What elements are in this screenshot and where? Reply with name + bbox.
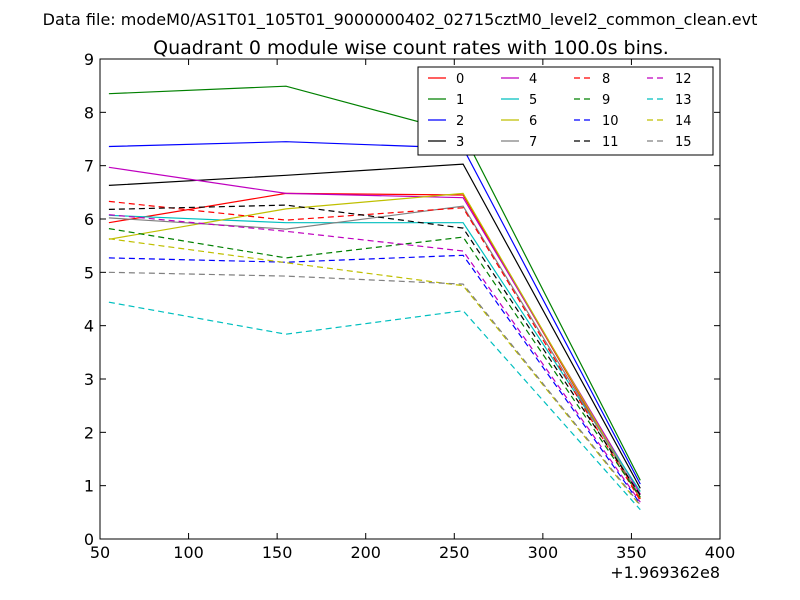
series-line-11	[108, 204, 641, 496]
legend-label-7: 7	[529, 135, 537, 150]
legend-label-11: 11	[602, 135, 619, 150]
legend-label-9: 9	[602, 93, 610, 108]
series-line-12	[108, 214, 641, 503]
x-tick-label: 300	[528, 543, 559, 562]
legend-label-1: 1	[456, 93, 464, 108]
y-tick-label: 5	[84, 263, 94, 282]
legend-label-2: 2	[456, 114, 464, 129]
y-tick-label: 9	[84, 50, 94, 69]
series-line-2	[108, 141, 641, 485]
legend-label-13: 13	[675, 93, 692, 108]
y-tick-label: 7	[84, 157, 94, 176]
x-tick-label: 350	[616, 543, 647, 562]
series-line-14	[108, 238, 641, 507]
legend-label-12: 12	[675, 72, 692, 87]
x-tick-label: 400	[705, 543, 736, 562]
series-line-9	[108, 228, 641, 498]
legend-label-14: 14	[675, 114, 692, 129]
x-tick-label: 150	[262, 543, 293, 562]
y-tick-label: 1	[84, 477, 94, 496]
legend-label-10: 10	[602, 114, 619, 129]
series-line-1	[108, 85, 641, 481]
legend-box	[417, 66, 714, 156]
series-line-3	[108, 163, 641, 489]
y-tick-label: 6	[84, 210, 94, 229]
x-tick-label: 200	[350, 543, 381, 562]
legend-label-0: 0	[456, 72, 464, 87]
series-line-6	[108, 192, 641, 499]
x-tick-label: 100	[173, 543, 204, 562]
y-tick-label: 4	[84, 317, 94, 336]
legend-label-6: 6	[529, 114, 537, 129]
series-line-7	[108, 205, 641, 498]
x-axis-offset-label: +1.969362e8	[610, 563, 720, 582]
y-tick-label: 0	[84, 530, 94, 549]
series-line-0	[108, 192, 641, 500]
legend-label-8: 8	[602, 72, 610, 87]
series-line-13	[108, 301, 641, 511]
series-line-4	[108, 166, 641, 495]
series-line-5	[108, 214, 641, 492]
legend-label-4: 4	[529, 72, 537, 87]
x-tick-label: 250	[439, 543, 470, 562]
y-tick-label: 3	[84, 370, 94, 389]
series-line-15	[108, 271, 641, 506]
legend-label-3: 3	[456, 135, 464, 150]
legend-label-15: 15	[675, 135, 692, 150]
series-layer	[108, 85, 641, 511]
chart-title: Quadrant 0 module wise count rates with …	[153, 37, 669, 59]
legend-label-5: 5	[529, 93, 537, 108]
y-tick-label: 2	[84, 423, 94, 442]
series-line-10	[108, 254, 641, 505]
series-line-8	[108, 200, 641, 501]
y-tick-label: 8	[84, 103, 94, 122]
plot-area-frame	[99, 58, 721, 540]
x-tick-label: 50	[90, 543, 110, 562]
data-file-label: Data file: modeM0/AS1T01_105T01_90000004…	[43, 10, 758, 30]
